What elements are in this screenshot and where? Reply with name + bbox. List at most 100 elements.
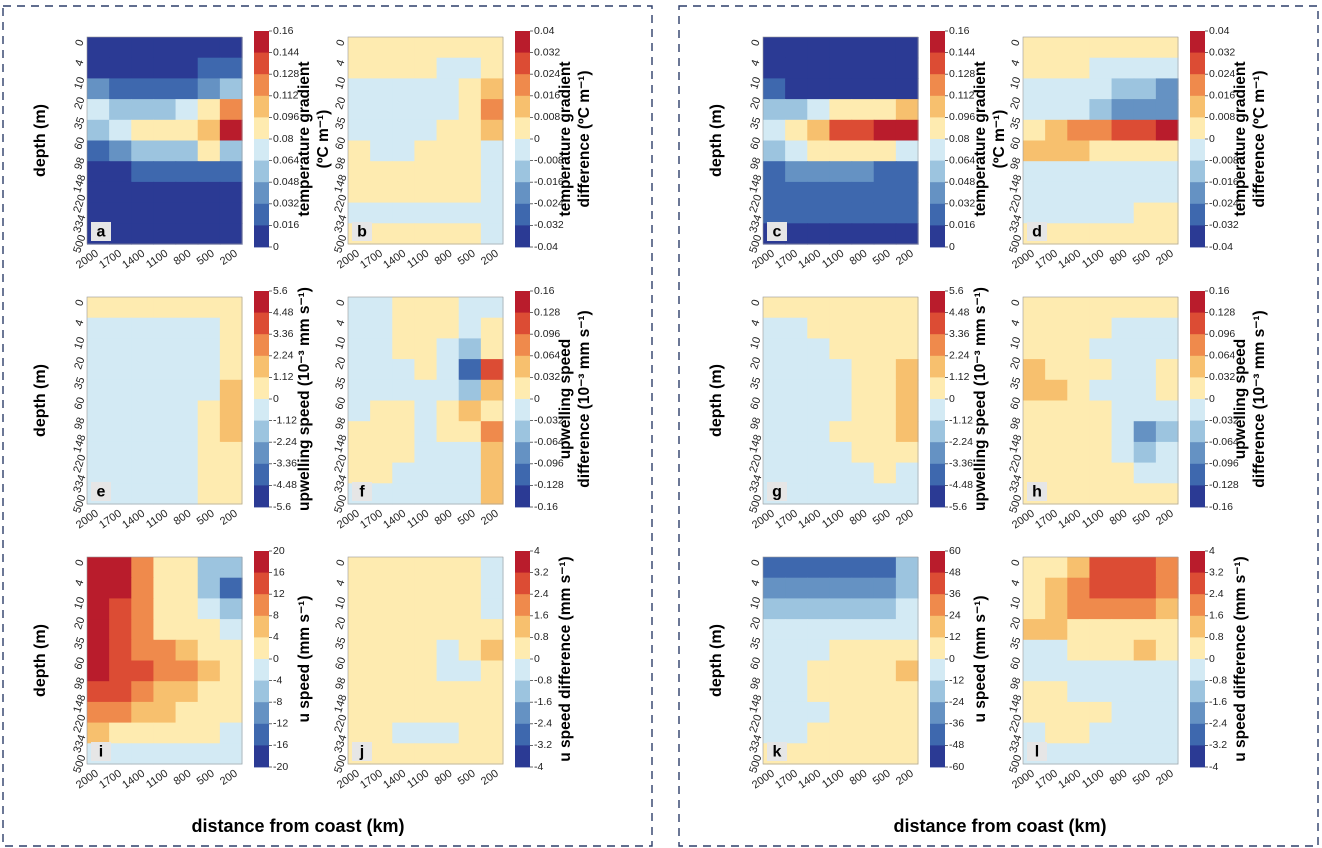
y-tick-label: 334 [747, 733, 764, 754]
y-tick-label: 98 [748, 156, 763, 171]
heatmap-cell [153, 37, 177, 59]
colorbar-tick-label: 1.12 [949, 371, 970, 383]
heatmap-cell [763, 359, 786, 381]
heatmap-cell [1045, 639, 1068, 662]
heatmap-cell [87, 660, 110, 682]
colorbar-tick-label: 3.36 [273, 328, 294, 340]
heatmap-cell [219, 338, 243, 360]
colorbar-tick-label: 0 [273, 241, 279, 253]
heatmap-cell [109, 441, 132, 464]
heatmap-cell [1133, 639, 1157, 662]
colorbar-segment [254, 291, 269, 313]
y-tick-label: 35 [1008, 116, 1023, 131]
heatmap-cell [763, 119, 786, 142]
colorbar-tick-label: 3.36 [949, 328, 970, 340]
heatmap-cell [807, 441, 831, 464]
colorbar-tick-label: 0 [534, 653, 540, 665]
colorbar-segment [1190, 572, 1205, 595]
y-tick-label: 35 [333, 636, 348, 651]
x-tick-label: 1100 [1080, 508, 1106, 531]
colorbar-segment [254, 463, 269, 486]
heatmap-cell [219, 400, 243, 422]
heatmap-cell [807, 119, 831, 142]
heatmap-cell [1067, 99, 1091, 121]
y-tick-label: 98 [72, 416, 87, 431]
y-tick-label: 20 [333, 356, 348, 371]
heatmap-cell [153, 681, 177, 703]
heatmap-cell [1045, 441, 1068, 464]
x-tick-label: 800 [1108, 248, 1130, 268]
heatmap-cell [1067, 78, 1091, 100]
heatmap-cell [1067, 57, 1091, 79]
colorbar-segment [1190, 463, 1205, 486]
heatmap-cell [1067, 37, 1091, 59]
heatmap-cell [458, 359, 482, 381]
y-tick-label: 500 [747, 753, 764, 774]
colorbar-segment [515, 702, 530, 725]
heatmap-cell [436, 421, 460, 443]
y-tick-label: 35 [333, 116, 348, 131]
colorbar-segment [254, 117, 269, 140]
heatmap-cell [1155, 359, 1179, 381]
heatmap-cell [109, 483, 132, 505]
heatmap-cell [414, 140, 438, 162]
heatmap-cell [895, 681, 919, 703]
colorbar-tick-label: -2.24 [273, 436, 297, 448]
heatmap-cell [175, 400, 199, 422]
panel-b: 0410203560981482203345002000170014001100… [332, 25, 593, 272]
colorbar-tick-label: 4 [1209, 545, 1215, 557]
heatmap-cell [109, 701, 132, 724]
heatmap-cell [895, 400, 919, 422]
heatmap-cell [131, 202, 155, 224]
colorbar-label: (ºC m⁻¹) [315, 110, 332, 169]
x-tick-label: 200 [218, 248, 240, 268]
heatmap-cell [219, 359, 243, 381]
heatmap-cell [219, 483, 243, 505]
colorbar-tick-label: 0 [534, 133, 540, 145]
heatmap-cell [348, 681, 371, 703]
heatmap-cell [785, 421, 808, 443]
heatmap-cell [1045, 722, 1068, 744]
panel-d: 0410203560981482203345002000170014001100… [1007, 25, 1268, 272]
heatmap-cell [109, 379, 132, 402]
heatmap-cell [763, 317, 786, 339]
colorbar-tick-label: -0.032 [1209, 414, 1239, 426]
colorbar-tick-label: -3.36 [273, 458, 297, 470]
colorbar-segment [930, 225, 945, 248]
colorbar-tick-label: 0.032 [273, 198, 299, 210]
heatmap-cell [458, 78, 482, 100]
colorbar-segment [1190, 680, 1205, 703]
heatmap-cell [153, 421, 177, 443]
heatmap-cell [1111, 140, 1135, 162]
colorbar-segment [254, 659, 269, 681]
colorbar-segment [254, 572, 269, 595]
heatmap-cell [436, 297, 460, 319]
colorbar-tick-label: -3.2 [1209, 739, 1227, 751]
heatmap-cell [109, 317, 132, 339]
heatmap-cell [87, 462, 110, 484]
heatmap-cell [807, 421, 831, 443]
y-tick-label: 0 [1009, 38, 1022, 48]
colorbar-tick-label: 0.048 [273, 176, 299, 188]
heatmap-cell [109, 400, 132, 422]
heatmap-cell [763, 557, 786, 579]
colorbar-segment [254, 95, 269, 118]
x-tick-label: 200 [479, 508, 501, 528]
heatmap-cell [1133, 722, 1157, 744]
colorbar-tick-label: 0.16 [1209, 285, 1230, 297]
y-tick-label: 220 [332, 713, 349, 734]
heatmap-cell [370, 483, 393, 505]
x-tick-label: 1700 [773, 768, 800, 792]
heatmap-cell [370, 379, 393, 402]
heatmap-cell [458, 660, 482, 682]
colorbar-segment [930, 399, 945, 421]
heatmap-cell [1023, 359, 1046, 381]
heatmap-cell [153, 598, 177, 620]
heatmap-cell [851, 722, 875, 744]
heatmap-cell [197, 181, 221, 204]
panel-letter: f [359, 484, 365, 501]
heatmap-cell [1155, 577, 1179, 599]
heatmap-cell [1045, 57, 1068, 79]
y-tick-label: 60 [333, 656, 348, 671]
heatmap-cell [1045, 99, 1068, 121]
